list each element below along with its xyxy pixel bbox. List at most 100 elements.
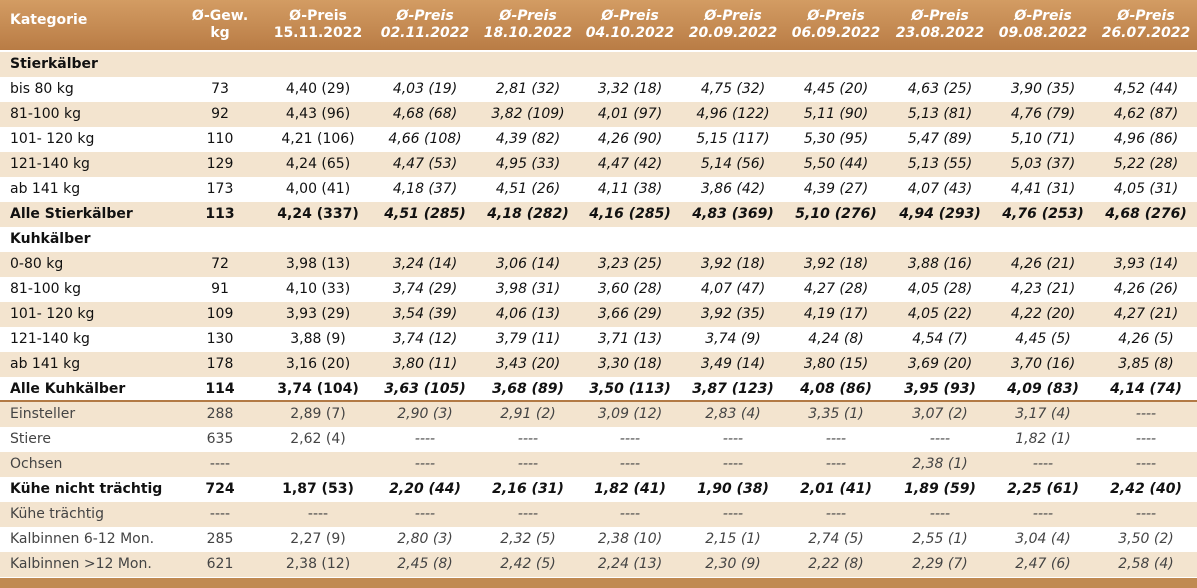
cell: 3,07 (2) <box>912 406 968 422</box>
cell: 4,39 (27) <box>803 181 869 197</box>
header-cell: Kategorie <box>10 12 87 29</box>
cell: 2,91 (2) <box>500 406 556 422</box>
cell: 3,85 (8) <box>1118 356 1174 372</box>
table-row: Stiere 635 2,62 (4) ---- ---- ---- ---- ---- ---… <box>0 427 1197 452</box>
cell: 4,23 (21) <box>1010 281 1076 297</box>
cell: 1,89 (59) <box>904 481 976 497</box>
cell: 4,07 (47) <box>700 281 766 297</box>
cell: 4,09 (83) <box>1007 381 1079 397</box>
table-row: 121-140 kg 129 4,24 (65) 4,47 (53) 4,95 (33)… <box>0 152 1197 177</box>
cell: 4,00 (41) <box>285 181 351 197</box>
cell: ---- <box>414 506 436 522</box>
cell: 5,14 (56) <box>700 156 766 172</box>
cell: 5,10 (71) <box>1010 131 1076 147</box>
header-line: Ø-Preis <box>601 8 659 24</box>
cell: 4,27 (21) <box>1113 306 1179 322</box>
cell: 2,83 (4) <box>705 406 761 422</box>
cell: 2,38 (1) <box>912 456 968 472</box>
row-label: 81-100 kg <box>10 281 82 297</box>
cell: ---- <box>517 456 539 472</box>
table-row: Ochsen ---- ---- ---- ---- ---- ---- 2,38 (1) --… <box>0 452 1197 477</box>
header-line: Ø-Preis <box>704 8 762 24</box>
cell: 3,04 (4) <box>1015 531 1071 547</box>
row-label: Alle Kuhkälber <box>10 381 126 397</box>
cell: 5,11 (90) <box>803 106 869 122</box>
header-cell: Ø-Preis 15.11.2022 <box>258 8 378 42</box>
cell: 4,03 (19) <box>392 81 458 97</box>
cell: 3,50 (2) <box>1118 531 1174 547</box>
cell: 4,45 (20) <box>803 81 869 97</box>
table-row: ab 141 kg 173 4,00 (41) 4,18 (37) 4,51 (26) 4… <box>0 177 1197 202</box>
header-line: 20.09.2022 <box>688 25 778 41</box>
cell: 4,18 (282) <box>487 206 569 222</box>
header-line: Kategorie <box>10 12 88 28</box>
row-label: 101- 120 kg <box>10 131 95 147</box>
cell: 4,21 (106) <box>281 131 355 147</box>
cell: ---- <box>619 456 641 472</box>
cell: 2,16 (31) <box>492 481 564 497</box>
cell: ---- <box>517 506 539 522</box>
cell: 4,45 (5) <box>1015 331 1071 347</box>
cell: ---- <box>1135 506 1157 522</box>
row-label: ab 141 kg <box>10 356 81 372</box>
cell: 3,71 (13) <box>597 331 663 347</box>
header-cell: Ø-Preis 06.09.2022 <box>776 8 896 42</box>
cell: 2,01 (41) <box>800 481 872 497</box>
cell: 72 <box>211 256 229 272</box>
cell: 3,30 (18) <box>597 356 663 372</box>
cell: 4,96 (86) <box>1113 131 1179 147</box>
cell: 2,62 (4) <box>290 431 346 447</box>
row-label: 101- 120 kg <box>10 306 95 322</box>
row-label: bis 80 kg <box>10 81 74 97</box>
header-cell: Ø-Preis 04.10.2022 <box>570 8 690 42</box>
cell: 4,26 (5) <box>1118 331 1174 347</box>
cell: 3,92 (18) <box>803 256 869 272</box>
cell: 3,82 (109) <box>491 106 565 122</box>
header-line: Ø-Preis <box>289 8 347 24</box>
header-line: 23.08.2022 <box>895 25 985 41</box>
cell: 2,90 (3) <box>397 406 453 422</box>
cell: 2,25 (61) <box>1007 481 1079 497</box>
cell: 4,51 (26) <box>495 181 561 197</box>
cell: 2,30 (9) <box>705 556 761 572</box>
cell: 3,98 (13) <box>285 256 351 272</box>
cell: ---- <box>825 431 847 447</box>
cell: 4,83 (369) <box>692 206 774 222</box>
cell: 4,43 (96) <box>285 106 351 122</box>
header-line: Ø-Preis <box>1014 8 1072 24</box>
cell: 4,01 (97) <box>597 106 663 122</box>
header-line: Ø-Preis <box>396 8 454 24</box>
table-row: Kalbinnen 6-12 Mon. 285 2,27 (9) 2,80 (3) 2,… <box>0 527 1197 552</box>
cell: 4,10 (33) <box>285 281 351 297</box>
cell: 2,42 (40) <box>1110 481 1182 497</box>
cell: 2,47 (6) <box>1015 556 1071 572</box>
cell: 130 <box>206 331 234 347</box>
divider <box>0 400 1197 402</box>
cell: 5,13 (55) <box>907 156 973 172</box>
cell: 724 <box>205 481 235 497</box>
cell: 3,32 (18) <box>597 81 663 97</box>
row-label: Kühe trächtig <box>10 506 104 522</box>
row-label: 121-140 kg <box>10 331 90 347</box>
cell: 1,82 (41) <box>594 481 666 497</box>
header-line: 09.08.2022 <box>998 25 1088 41</box>
cell: 114 <box>205 381 235 397</box>
cell: ---- <box>722 506 744 522</box>
cell: 2,89 (7) <box>290 406 346 422</box>
cell: 4,39 (82) <box>495 131 561 147</box>
cell: 2,74 (5) <box>808 531 864 547</box>
cell: 178 <box>206 356 234 372</box>
header-line: 06.09.2022 <box>791 25 881 41</box>
header-line: 15.11.2022 <box>273 25 363 41</box>
cell: 4,16 (285) <box>589 206 671 222</box>
cell: ---- <box>929 506 951 522</box>
header-line: 26.07.2022 <box>1101 25 1191 41</box>
cell: ---- <box>1135 406 1157 422</box>
cell: 4,76 (253) <box>1002 206 1084 222</box>
cell: 3,95 (93) <box>904 381 976 397</box>
header-line: kg <box>210 25 230 41</box>
cell: ---- <box>825 456 847 472</box>
cell: 4,19 (17) <box>803 306 869 322</box>
cell: 3,35 (1) <box>808 406 864 422</box>
